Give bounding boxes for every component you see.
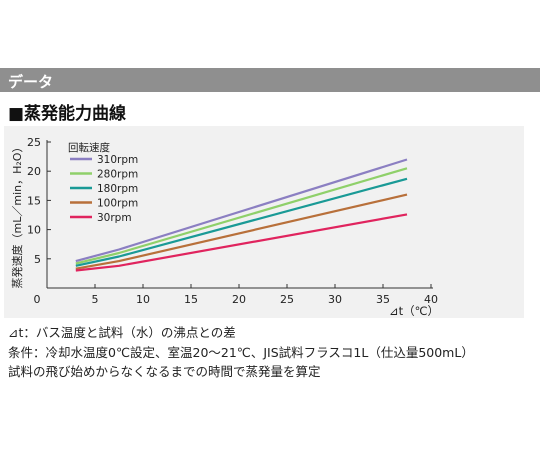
y-tick-label: 5 xyxy=(34,253,41,266)
x-tick-label: 0 xyxy=(34,293,41,306)
section-title: ■蒸発能力曲線 xyxy=(8,104,127,124)
note-conditions: 条件：冷却水温度0℃設定、室温20～21℃、JIS試料フラスコ1L（仕込量500… xyxy=(8,345,474,360)
x-axis-label: ⊿t（℃） xyxy=(389,304,439,318)
x-tick-label: 5 xyxy=(92,293,99,306)
note-delta-t: ⊿t：バス温度と試料（水）の沸点との差 xyxy=(8,325,236,340)
evaporation-chart: 5 10 15 20 25 0 5 10 15 20 25 30 35 40 蒸発速度（mL／min，H₂O… xyxy=(10,136,439,318)
series-line-30rpm xyxy=(75,213,408,272)
legend-title: 回転速度 xyxy=(68,141,110,154)
header-bar: データ xyxy=(0,68,540,92)
y-tick-label: 20 xyxy=(27,165,41,178)
x-tick-label: 30 xyxy=(328,293,342,306)
x-tick-label: 25 xyxy=(280,293,294,306)
y-tick-label: 10 xyxy=(27,224,41,237)
series-line-310rpm xyxy=(75,158,408,263)
x-tick-label: 15 xyxy=(184,293,198,306)
x-tick-label: 10 xyxy=(136,293,150,306)
series-line-180rpm xyxy=(75,177,408,267)
y-tick-label: 25 xyxy=(27,136,41,149)
legend-label-30rpm: 30rpm xyxy=(97,212,132,224)
y-axis-label: 蒸発速度（mL／min，H₂O） xyxy=(10,142,24,289)
header-title: データ xyxy=(8,73,54,91)
note-method: 試料の飛び始めからなくなるまでの時間で蒸発量を算定 xyxy=(8,364,321,379)
series-line-280rpm xyxy=(75,167,408,265)
legend-label-180rpm: 180rpm xyxy=(97,183,138,195)
legend-label-310rpm: 310rpm xyxy=(97,154,138,166)
series-line-100rpm xyxy=(75,193,408,270)
x-tick-label: 20 xyxy=(232,293,246,306)
legend-label-280rpm: 280rpm xyxy=(97,169,138,181)
y-tick-label: 15 xyxy=(27,194,41,207)
x-tick-label: 40 xyxy=(424,293,438,306)
legend-label-100rpm: 100rpm xyxy=(97,198,138,210)
x-tick-label: 35 xyxy=(376,293,390,306)
